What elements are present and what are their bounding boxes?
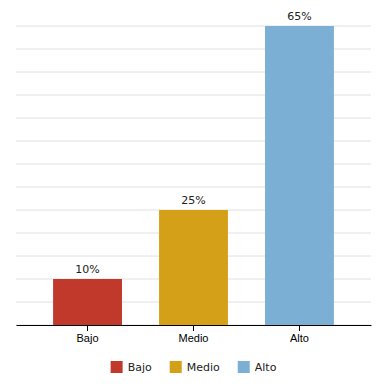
- x-tick-label: Medio: [179, 332, 209, 344]
- bar: [265, 26, 334, 325]
- data-label: 10%: [75, 263, 99, 276]
- legend-swatch: [238, 361, 250, 373]
- x-tick-label: Bajo: [77, 332, 99, 344]
- x-tick: Alto: [290, 325, 309, 344]
- x-tick-mark: [193, 325, 194, 331]
- legend-item: Bajo: [111, 361, 152, 374]
- x-tick-mark: [87, 325, 88, 331]
- x-tick: Bajo: [77, 325, 99, 344]
- bar: [53, 279, 122, 325]
- legend: Bajo Medio Alto: [111, 361, 277, 374]
- chart: Bajo Medio Alto 10% 25% 65% Bajo Medio Alto: [0, 0, 387, 387]
- bars: [53, 26, 334, 325]
- data-label: 65%: [287, 10, 311, 23]
- legend-swatch: [111, 361, 123, 373]
- data-label: 25%: [181, 194, 205, 207]
- plot: Bajo Medio Alto 10% 25% 65%: [16, 10, 372, 344]
- legend-label: Bajo: [128, 361, 152, 374]
- bar: [159, 210, 228, 325]
- grid: [16, 26, 371, 325]
- legend-item: Alto: [238, 361, 277, 374]
- x-tick-label: Alto: [290, 332, 309, 344]
- x-axis: Bajo Medio Alto: [17, 325, 372, 344]
- legend-item: Medio: [170, 361, 220, 374]
- x-tick: Medio: [179, 325, 209, 344]
- legend-swatch: [170, 361, 182, 373]
- data-labels: 10% 25% 65%: [75, 10, 311, 276]
- legend-label: Alto: [255, 361, 277, 374]
- x-tick-mark: [299, 325, 300, 331]
- legend-label: Medio: [187, 361, 220, 374]
